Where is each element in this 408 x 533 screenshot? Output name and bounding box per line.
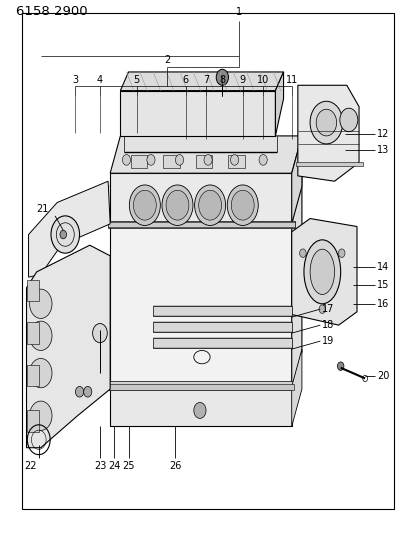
Circle shape (84, 386, 92, 397)
Text: 25: 25 (122, 461, 135, 471)
Text: 3: 3 (72, 75, 79, 85)
Bar (120, 91, 275, 136)
Text: 14: 14 (377, 262, 390, 271)
Circle shape (231, 190, 254, 220)
Text: 2: 2 (164, 55, 171, 65)
Bar (153, 306, 292, 316)
Text: 10: 10 (257, 75, 269, 85)
Circle shape (310, 101, 343, 144)
Circle shape (199, 190, 222, 220)
Bar (131, 155, 147, 168)
Bar (27, 280, 39, 301)
Text: 9: 9 (239, 75, 246, 85)
Circle shape (319, 305, 326, 313)
Text: 1: 1 (235, 7, 242, 17)
Polygon shape (110, 136, 302, 173)
Circle shape (122, 155, 131, 165)
Circle shape (299, 249, 306, 257)
Polygon shape (292, 136, 302, 224)
Polygon shape (29, 181, 110, 277)
Bar (163, 155, 180, 168)
Bar (108, 222, 295, 227)
Ellipse shape (30, 401, 52, 431)
Text: 8: 8 (219, 75, 226, 85)
Polygon shape (298, 85, 359, 181)
Circle shape (316, 109, 337, 136)
Text: 15: 15 (377, 280, 390, 290)
Text: 26: 26 (169, 461, 182, 471)
Bar (196, 155, 212, 168)
Text: 24: 24 (108, 461, 120, 471)
Text: 5: 5 (133, 75, 140, 85)
Text: 12: 12 (377, 130, 390, 139)
Polygon shape (275, 72, 284, 136)
Circle shape (162, 185, 193, 225)
Text: 7: 7 (203, 75, 209, 85)
Bar (108, 221, 295, 228)
Circle shape (337, 362, 344, 370)
Polygon shape (292, 149, 302, 389)
Bar (296, 162, 363, 166)
Polygon shape (29, 304, 110, 389)
Text: 6: 6 (182, 75, 189, 85)
Text: 18: 18 (322, 320, 335, 330)
Circle shape (195, 185, 226, 225)
Polygon shape (110, 149, 302, 187)
Bar (27, 322, 39, 344)
Bar (110, 386, 292, 426)
Text: 23: 23 (94, 461, 106, 471)
Text: 4: 4 (97, 75, 103, 85)
Bar (228, 155, 245, 168)
Polygon shape (27, 245, 110, 448)
Circle shape (339, 249, 345, 257)
Text: 16: 16 (377, 299, 390, 309)
Circle shape (216, 69, 228, 85)
Ellipse shape (30, 358, 52, 388)
Bar (108, 384, 294, 390)
Ellipse shape (310, 249, 335, 294)
Circle shape (259, 155, 267, 165)
Circle shape (194, 402, 206, 418)
Polygon shape (292, 219, 357, 325)
Bar (27, 410, 39, 432)
Ellipse shape (304, 240, 341, 304)
Text: 20: 20 (377, 371, 390, 381)
Circle shape (175, 155, 184, 165)
Bar (110, 187, 292, 389)
Circle shape (93, 324, 107, 343)
Bar (108, 381, 294, 390)
Circle shape (147, 155, 155, 165)
Bar (153, 322, 292, 332)
Bar (153, 338, 292, 348)
Polygon shape (120, 72, 284, 91)
Ellipse shape (30, 289, 52, 318)
Text: 13: 13 (377, 146, 390, 155)
Circle shape (227, 185, 258, 225)
Circle shape (60, 230, 67, 239)
Circle shape (51, 216, 80, 253)
Polygon shape (292, 349, 302, 426)
Circle shape (166, 190, 189, 220)
Text: 22: 22 (24, 461, 37, 471)
Circle shape (204, 155, 212, 165)
Text: 19: 19 (322, 336, 335, 346)
Text: 11: 11 (286, 75, 298, 85)
Text: 21: 21 (37, 204, 49, 214)
Bar (110, 173, 292, 224)
Text: 6158 2900: 6158 2900 (16, 5, 88, 18)
Ellipse shape (30, 321, 52, 351)
Text: 17: 17 (322, 304, 335, 314)
Circle shape (231, 155, 239, 165)
Circle shape (340, 108, 358, 132)
Circle shape (75, 386, 84, 397)
Bar (27, 365, 39, 386)
Circle shape (133, 190, 156, 220)
Circle shape (129, 185, 160, 225)
